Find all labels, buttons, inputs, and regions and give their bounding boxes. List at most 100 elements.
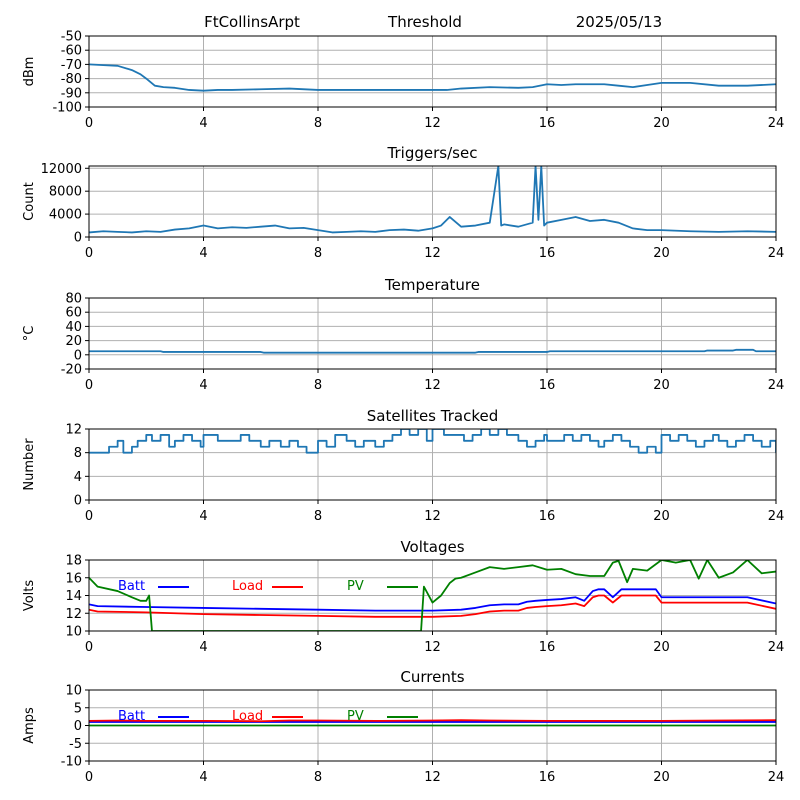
y-tick-label: -5 bbox=[69, 737, 82, 752]
x-tick-label: 20 bbox=[653, 770, 670, 785]
y-axis-label: Volts bbox=[22, 580, 37, 612]
x-tick-label: 4 bbox=[199, 116, 207, 131]
series-line-batt bbox=[89, 588, 776, 612]
series-line-load bbox=[89, 719, 776, 723]
y-tick-label: 80 bbox=[65, 292, 82, 307]
legend-label-batt: Batt bbox=[118, 579, 145, 594]
panel-title: Satellites Tracked bbox=[367, 407, 498, 425]
y-tick-label: 60 bbox=[65, 306, 82, 321]
x-tick-label: 0 bbox=[85, 378, 93, 393]
y-axis-label: °C bbox=[22, 326, 37, 342]
x-tick-label: 24 bbox=[768, 246, 785, 261]
x-tick-label: 0 bbox=[85, 509, 93, 524]
panel-threshold: 0 4 8 12 16 20 24 -50-60-70-80-90-100 dBm bbox=[22, 30, 784, 132]
plot-frame bbox=[88, 35, 777, 108]
x-tick-label: 16 bbox=[539, 116, 556, 131]
y-tick-label: 5 bbox=[74, 701, 82, 716]
x-tick-label: 8 bbox=[314, 640, 322, 655]
x-tick-label: 12 bbox=[424, 640, 441, 655]
x-tick-label: 16 bbox=[539, 246, 556, 261]
x-tick-label: 12 bbox=[424, 246, 441, 261]
series-line-pv bbox=[89, 560, 776, 631]
y-tick-label: -100 bbox=[52, 101, 82, 116]
y-tick-label: 0 bbox=[74, 348, 82, 363]
panel-triggers: 0 4 8 12 16 20 24 0 4000 8000 12000 Triggers/sec Cou… bbox=[22, 144, 784, 261]
x-tick-label: 8 bbox=[314, 770, 322, 785]
y-tick-label: 10 bbox=[65, 684, 82, 699]
y-tick-label: 40 bbox=[65, 320, 82, 335]
x-tick-label: 4 bbox=[199, 640, 207, 655]
panel-satellites: 0 4 8 12 16 20 24 0 4 8 12 Satellites Tracked Number bbox=[22, 407, 784, 524]
x-tick-label: 12 bbox=[424, 378, 441, 393]
x-tick-label: 0 bbox=[85, 770, 93, 785]
x-tick-label: 20 bbox=[653, 640, 670, 655]
x-tick-label: 16 bbox=[539, 640, 556, 655]
x-tick-label: 12 bbox=[424, 116, 441, 131]
series-line bbox=[89, 348, 776, 354]
y-tick-label: 0 bbox=[74, 719, 82, 734]
x-tick-label: 20 bbox=[653, 509, 670, 524]
x-tick-label: 20 bbox=[653, 116, 670, 131]
series-line bbox=[89, 166, 776, 234]
y-tick-label: -50 bbox=[61, 30, 82, 45]
panel-title: Currents bbox=[400, 668, 464, 686]
x-tick-label: 4 bbox=[199, 509, 207, 524]
x-tick-label: 8 bbox=[314, 378, 322, 393]
x-tick-label: 0 bbox=[85, 640, 93, 655]
x-tick-label: 0 bbox=[85, 246, 93, 261]
y-tick-label: 20 bbox=[65, 334, 82, 349]
y-tick-label: 0 bbox=[74, 494, 82, 509]
y-tick-label: -90 bbox=[61, 86, 82, 101]
x-tick-label: 4 bbox=[199, 770, 207, 785]
y-tick-label: -10 bbox=[61, 755, 82, 770]
y-tick-label: -70 bbox=[61, 58, 82, 73]
series-line-load bbox=[89, 594, 776, 618]
y-tick-label: 4000 bbox=[49, 208, 82, 223]
y-tick-label: 4 bbox=[74, 470, 82, 485]
y-axis-label: Number bbox=[22, 438, 37, 491]
panel-title: Temperature bbox=[384, 276, 480, 294]
y-tick-label: 8000 bbox=[49, 185, 82, 200]
x-tick-label: 4 bbox=[199, 378, 207, 393]
x-tick-label: 24 bbox=[768, 640, 785, 655]
plot-frame bbox=[88, 559, 777, 632]
y-tick-label: 10 bbox=[65, 625, 82, 640]
series-line bbox=[89, 429, 776, 454]
x-tick-label: 20 bbox=[653, 378, 670, 393]
y-axis-label: Count bbox=[22, 182, 37, 221]
plot-frame bbox=[88, 165, 777, 238]
panel-currents: 0 4 8 12 16 20 24 -10 -5 0 5 10 Batt Load PV Currents Am… bbox=[22, 668, 784, 785]
y-tick-label: 12 bbox=[65, 607, 82, 622]
y-tick-label: 16 bbox=[65, 571, 82, 586]
x-tick-label: 16 bbox=[539, 770, 556, 785]
legend-label-pv: PV bbox=[347, 579, 364, 594]
y-axis-label: dBm bbox=[22, 57, 37, 87]
x-tick-label: 24 bbox=[768, 770, 785, 785]
x-tick-label: 4 bbox=[199, 246, 207, 261]
plot-frame bbox=[88, 428, 777, 501]
y-tick-label: 8 bbox=[74, 446, 82, 461]
y-tick-label: 12 bbox=[65, 423, 82, 438]
header-station: FtCollinsArpt bbox=[204, 13, 300, 31]
plot-frame bbox=[88, 689, 777, 762]
x-tick-label: 0 bbox=[85, 116, 93, 131]
panel-voltages: 0 4 8 12 16 20 24 10 12 14 16 18 Batt Load PV Voltages V… bbox=[22, 538, 784, 655]
x-tick-label: 20 bbox=[653, 246, 670, 261]
y-tick-label: 18 bbox=[65, 554, 82, 569]
y-tick-label: 0 bbox=[74, 231, 82, 246]
x-tick-label: 8 bbox=[314, 116, 322, 131]
legend-label-batt: Batt bbox=[118, 709, 145, 724]
x-tick-label: 24 bbox=[768, 116, 785, 131]
panel-title: Voltages bbox=[400, 538, 464, 556]
plot-frame bbox=[88, 297, 777, 370]
header-mode: Threshold bbox=[387, 13, 462, 31]
panel-title: Triggers/sec bbox=[387, 144, 478, 162]
legend-label-load: Load bbox=[232, 579, 263, 594]
x-tick-label: 16 bbox=[539, 509, 556, 524]
x-tick-label: 8 bbox=[314, 509, 322, 524]
header-date: 2025/05/13 bbox=[576, 13, 662, 31]
y-axis-label: Amps bbox=[22, 707, 37, 744]
